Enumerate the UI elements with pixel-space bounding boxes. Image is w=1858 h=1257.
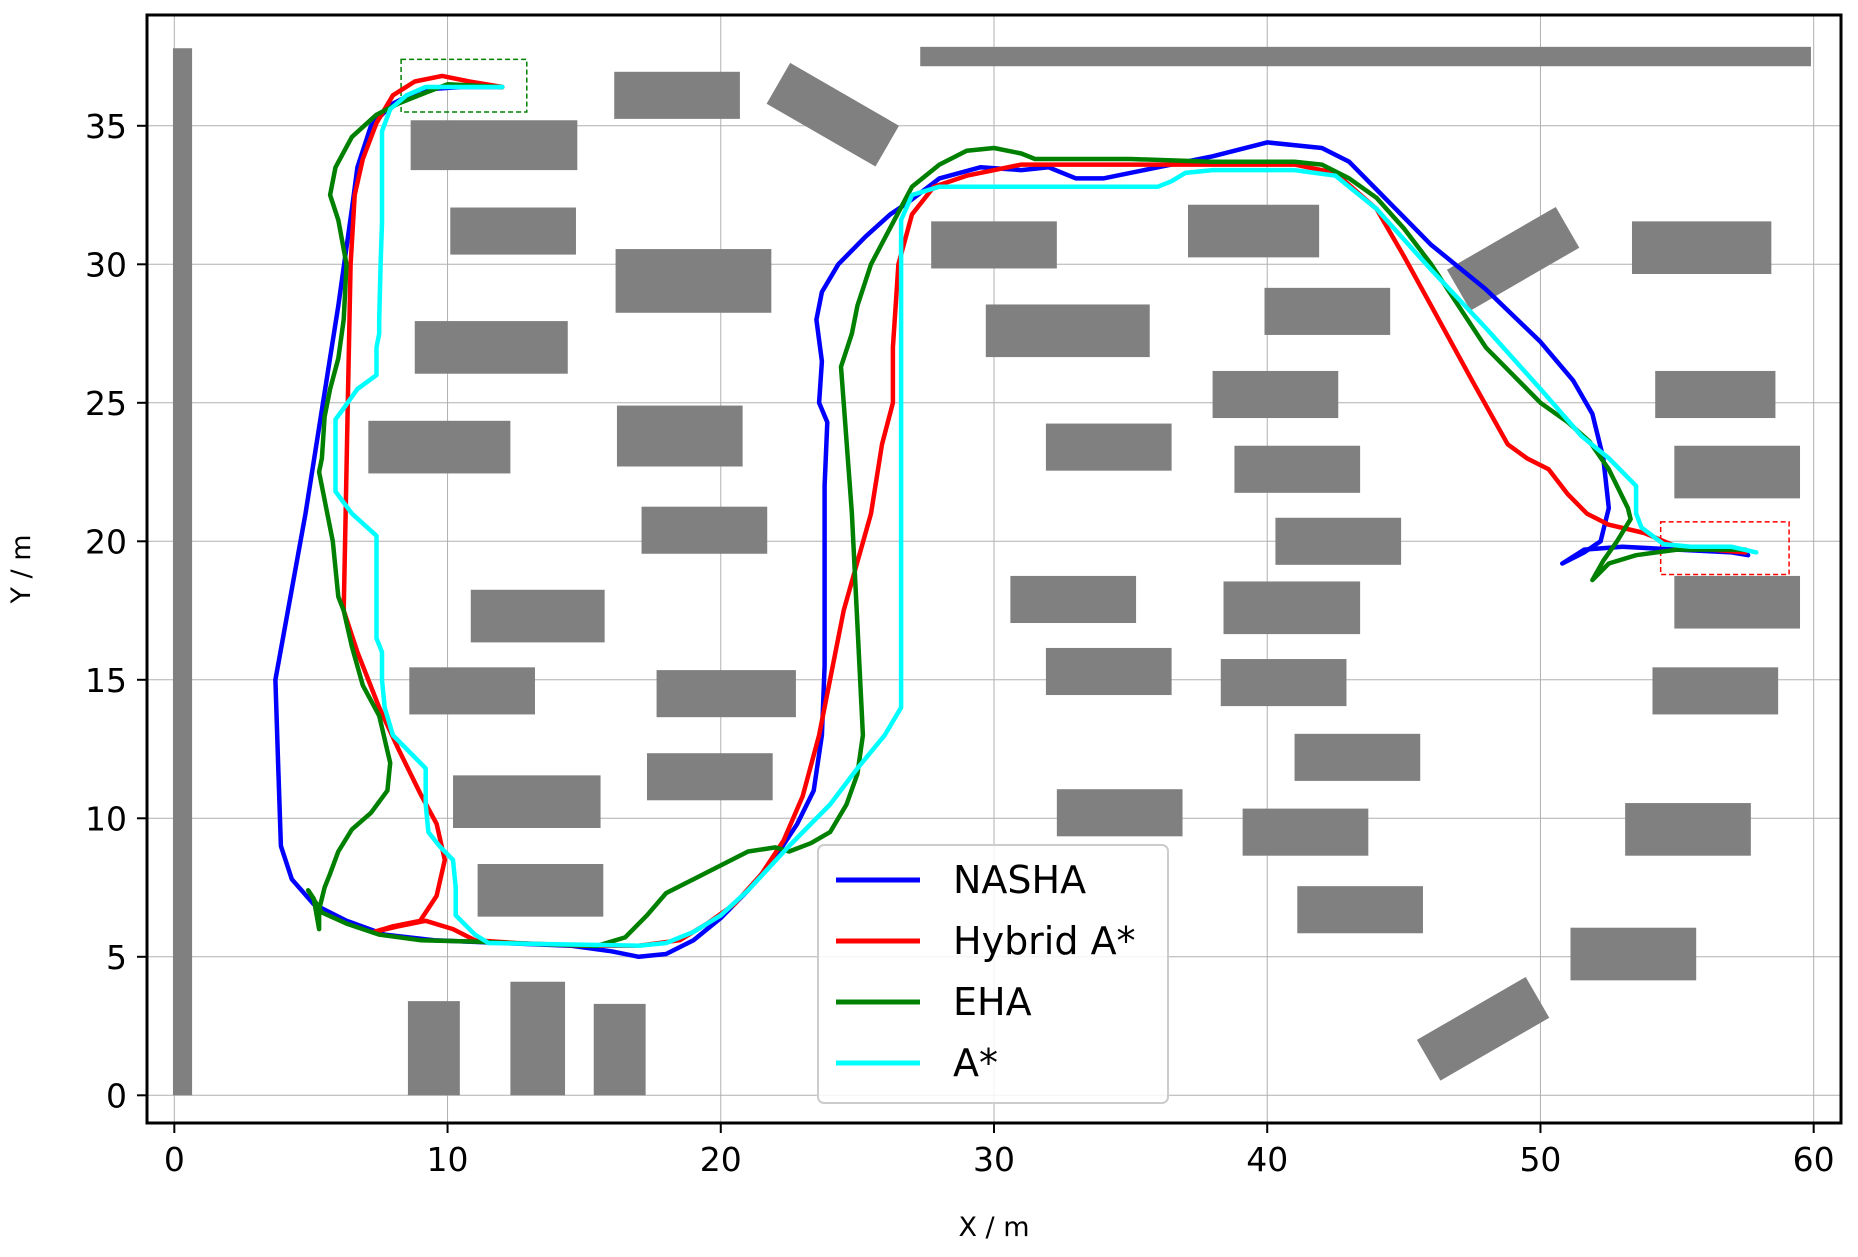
obstacle (656, 670, 796, 718)
goal-box (1659, 521, 1790, 576)
obstacle (1674, 575, 1801, 629)
y-tick-label: 20 (85, 522, 127, 561)
obstacle (453, 775, 601, 828)
trajectories (273, 73, 1759, 960)
obstacle (931, 221, 1057, 269)
obstacle (1652, 667, 1779, 715)
y-tick-label: 5 (106, 938, 127, 977)
obstacle (616, 405, 743, 467)
obstacle (1223, 581, 1361, 635)
x-tick-label: 30 (973, 1140, 1015, 1179)
obstacle (1220, 659, 1347, 707)
obstacle (450, 207, 576, 255)
obstacle (614, 71, 740, 119)
obstacle (1264, 287, 1391, 335)
obstacle (477, 864, 604, 917)
obstacle (615, 249, 772, 313)
obstacle (1275, 517, 1402, 565)
series-line-nasha (273, 84, 1751, 960)
legend-label: A* (953, 1041, 998, 1085)
obstacle (1187, 204, 1320, 258)
obstacle (593, 1003, 646, 1096)
obstacles (172, 46, 1811, 1096)
x-tick-label: 40 (1246, 1140, 1288, 1179)
obstacle (766, 62, 899, 167)
obstacle (470, 589, 605, 643)
obstacle (1570, 927, 1697, 981)
obstacle (409, 667, 535, 715)
obstacle (1212, 370, 1339, 419)
obstacle (1655, 370, 1776, 419)
x-axis-label: X / m (958, 1212, 1029, 1243)
obstacle (641, 506, 768, 554)
x-tick-label: 20 (700, 1140, 742, 1179)
obstacle (647, 753, 773, 801)
y-axis-label: Y / m (6, 534, 37, 604)
obstacle (1625, 803, 1751, 856)
obstacle (985, 304, 1150, 358)
obstacle (410, 120, 578, 171)
obstacle (1234, 445, 1361, 493)
series-line-a (333, 84, 1759, 948)
legend-label: EHA (953, 980, 1032, 1024)
y-tick-label: 15 (85, 661, 127, 700)
y-tick-label: 0 (106, 1076, 127, 1115)
annotation-boxes (400, 58, 1790, 576)
legend-label: Hybrid A* (953, 919, 1136, 963)
obstacle (1631, 221, 1772, 274)
x-tick-label: 0 (164, 1140, 185, 1179)
x-tick-label: 10 (427, 1140, 469, 1179)
obstacle (1297, 886, 1423, 934)
obstacle (510, 981, 566, 1096)
legend-box (817, 844, 1169, 1104)
obstacle (1416, 977, 1550, 1081)
obstacle (1242, 808, 1369, 856)
y-tick-label: 30 (85, 245, 127, 284)
x-tick-label: 50 (1519, 1140, 1561, 1179)
obstacle (407, 1001, 460, 1096)
obstacle (1045, 647, 1172, 696)
obstacle (920, 46, 1811, 67)
obstacle (1294, 733, 1421, 781)
axis-ticks: 0 10 20 30 40 50 60 0 5 10 15 20 25 30 35 (85, 107, 1835, 1179)
obstacle (1674, 445, 1801, 499)
legend: NASHA Hybrid A* EHA A* (817, 844, 1169, 1104)
y-tick-label: 35 (85, 107, 127, 146)
obstacle (1056, 789, 1183, 837)
obstacle (1010, 575, 1137, 624)
y-tick-label: 10 (85, 799, 127, 838)
obstacle (414, 321, 568, 374)
y-tick-label: 25 (85, 384, 127, 423)
obstacle (1045, 423, 1172, 471)
obstacle (368, 420, 511, 474)
obstacle (172, 48, 193, 1096)
x-tick-label: 60 (1793, 1140, 1835, 1179)
legend-label: NASHA (953, 858, 1086, 902)
start-box (400, 58, 528, 113)
